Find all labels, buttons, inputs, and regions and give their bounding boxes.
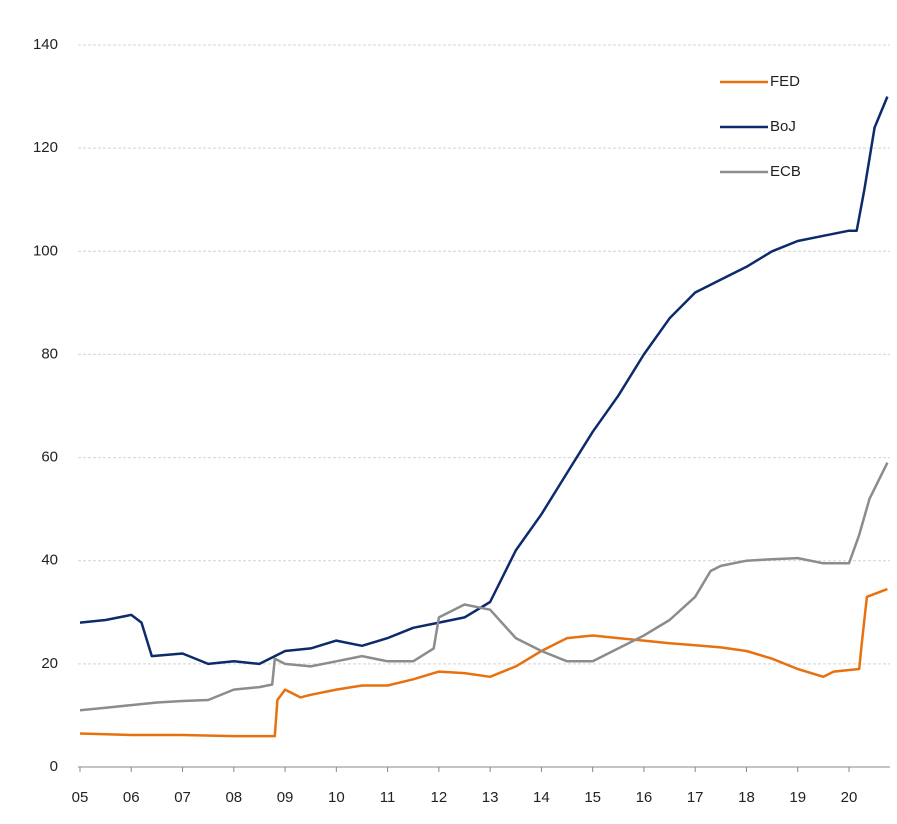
x-tick-label: 15: [584, 789, 601, 806]
y-tick-label: 120: [33, 139, 58, 156]
y-tick-label: 100: [33, 242, 58, 259]
x-tick-label: 13: [482, 789, 499, 806]
plot: [79, 96, 889, 738]
series-line: [79, 462, 889, 712]
x-tick-label: 09: [277, 789, 294, 806]
y-tick-label: 20: [41, 655, 58, 672]
legend-label: BoJ: [770, 118, 796, 135]
legend-label: FED: [770, 73, 800, 90]
x-tick-label: 18: [738, 789, 755, 806]
y-tick-label: 0: [50, 758, 58, 775]
series-line: [79, 96, 889, 666]
y-tick-label: 40: [41, 552, 58, 569]
x-tick-label: 19: [789, 789, 806, 806]
x-tick-label: 06: [123, 789, 140, 806]
legend: FED BoJ ECB: [720, 73, 801, 180]
x-tick-label: 17: [687, 789, 704, 806]
y-tick-label: 60: [41, 449, 58, 466]
x-tick-label: 14: [533, 789, 550, 806]
x-tick-label: 16: [636, 789, 653, 806]
legend-label: ECB: [770, 163, 801, 180]
x-tick-label: 05: [72, 789, 89, 806]
x-tick-label: 20: [841, 789, 858, 806]
x-tick-label: 10: [328, 789, 345, 806]
x-tick-label: 08: [225, 789, 242, 806]
series-line: [79, 587, 888, 738]
x-tick-label: 11: [380, 789, 396, 806]
x-tick-label: 07: [174, 789, 191, 806]
x-tick-label: 12: [431, 789, 448, 806]
y-tick-label: 80: [41, 345, 58, 362]
y-tick-label: 140: [33, 36, 58, 53]
